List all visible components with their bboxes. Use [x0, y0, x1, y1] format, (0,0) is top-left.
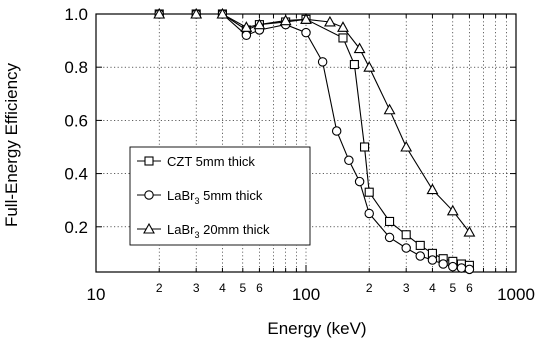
- data-point: [354, 176, 365, 187]
- legend-label: LaBr3 5mm thick: [167, 188, 263, 206]
- legend-marker: [143, 222, 155, 234]
- y-axis-title: Full-Energy Efficiency: [2, 62, 21, 227]
- legend-marker: [144, 190, 154, 200]
- data-point: [463, 225, 476, 237]
- x-minor-tick-label: 4: [429, 281, 436, 295]
- x-minor-tick-label: 5: [449, 281, 456, 295]
- x-tick-label: 10: [87, 285, 106, 304]
- x-minor-tick-label: 4: [219, 281, 226, 295]
- data-point: [427, 255, 438, 265]
- data-point: [301, 27, 311, 38]
- data-point: [349, 59, 359, 70]
- data-point: [317, 57, 328, 67]
- data-point: [353, 42, 366, 54]
- data-point: [401, 243, 411, 253]
- data-point: [456, 263, 467, 273]
- series-line: [159, 13, 470, 233]
- data-point: [240, 21, 253, 32]
- data-point: [448, 261, 458, 272]
- data-point: [415, 240, 425, 250]
- x-minor-tick-label: 6: [256, 281, 263, 295]
- x-minor-tick-label: 2: [366, 281, 373, 295]
- x-tick-label: 1000: [497, 285, 535, 304]
- series-triangle: [153, 7, 476, 237]
- data-point: [338, 33, 348, 43]
- x-axis-title: Energy (keV): [267, 319, 366, 338]
- legend: CZT 5mm thick LaBr3 5mm thick LaBr3 20mm t…: [129, 146, 311, 246]
- legend-marker: [144, 156, 154, 166]
- data-point: [216, 7, 229, 19]
- x-tick-label: 100: [292, 285, 320, 304]
- data-point: [190, 7, 203, 19]
- data-point: [344, 155, 354, 166]
- data-point: [337, 21, 349, 32]
- data-point: [464, 264, 475, 275]
- x-minor-tick-label: 3: [403, 281, 410, 295]
- data-point: [426, 183, 439, 195]
- data-point: [363, 61, 376, 72]
- x-minor-tick-label: 6: [466, 281, 473, 295]
- y-tick-label: 0.4: [64, 165, 88, 184]
- x-minor-tick-label: 2: [156, 281, 163, 295]
- data-point: [253, 18, 266, 30]
- data-point: [383, 103, 396, 115]
- x-minor-tick-label: 5: [239, 281, 246, 295]
- data-point: [384, 232, 395, 243]
- data-point: [279, 14, 292, 26]
- data-point: [331, 126, 342, 136]
- data-point: [446, 204, 459, 216]
- data-point: [415, 251, 426, 261]
- y-tick-label: 1.0: [64, 5, 88, 24]
- y-tick-label: 0.8: [64, 58, 88, 77]
- data-point: [401, 230, 411, 240]
- data-point: [241, 30, 252, 41]
- data-point: [385, 216, 395, 227]
- legend-label: LaBr3 20mm thick: [167, 222, 270, 240]
- legend-item: LaBr3 5mm thick: [137, 188, 263, 206]
- data-point: [153, 7, 166, 19]
- data-point: [438, 259, 448, 269]
- y-tick-label: 0.6: [64, 111, 88, 130]
- data-point: [359, 142, 370, 152]
- y-tick-label: 0.2: [64, 218, 88, 237]
- data-point: [364, 208, 374, 219]
- data-point: [323, 15, 336, 27]
- series-layer: [153, 7, 476, 275]
- data-point: [400, 140, 413, 152]
- legend-item: CZT 5mm thick: [137, 154, 255, 169]
- data-point: [364, 187, 374, 197]
- legend-label: CZT 5mm thick: [167, 154, 255, 169]
- legend-item: LaBr3 20mm thick: [137, 222, 270, 240]
- x-minor-tick-label: 3: [193, 281, 200, 295]
- data-point: [300, 13, 312, 24]
